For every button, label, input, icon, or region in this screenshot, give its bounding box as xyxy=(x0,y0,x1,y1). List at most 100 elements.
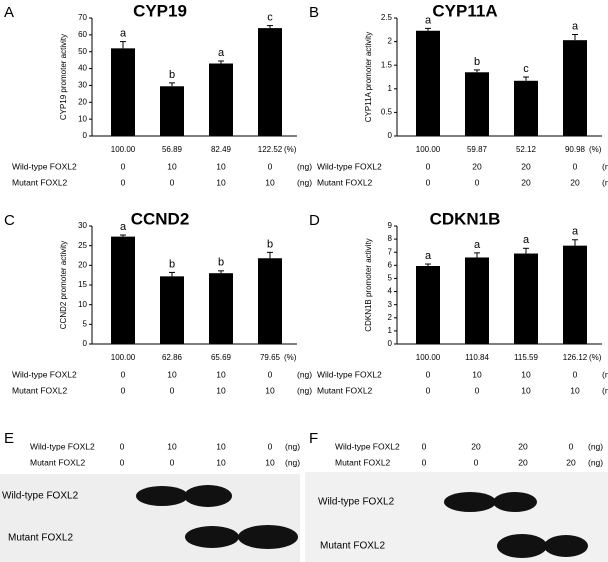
bar xyxy=(160,86,184,136)
condition-amount: 20 xyxy=(521,161,531,171)
y-axis-label: CYP11A promoter activity xyxy=(364,32,373,123)
condition-amount: 20 xyxy=(471,441,481,451)
condition-amount: 20 xyxy=(521,177,531,187)
condition-unit: (ng) xyxy=(285,457,300,467)
condition-name: Mutant FOXL2 xyxy=(317,385,373,395)
condition-amount: 0 xyxy=(475,177,480,187)
significance-letter: a xyxy=(474,239,481,251)
y-tick-label: 0 xyxy=(83,339,88,348)
x-tick-label: 79.65 xyxy=(260,353,281,362)
bar xyxy=(111,48,135,136)
y-tick-label: 70 xyxy=(78,13,87,22)
y-tick-label: 2 xyxy=(388,37,393,46)
panel-label: E xyxy=(4,430,14,447)
bar xyxy=(465,257,489,344)
condition-name: Mutant FOXL2 xyxy=(317,177,373,187)
significance-letter: b xyxy=(267,238,273,250)
panel-label: B xyxy=(309,4,319,21)
y-tick-label: 20 xyxy=(78,97,87,106)
significance-letter: a xyxy=(572,20,579,32)
chart-title: CYP19 xyxy=(133,1,187,20)
significance-letter: a xyxy=(572,226,579,238)
category-unit: (%) xyxy=(284,353,297,362)
significance-letter: c xyxy=(523,63,529,75)
significance-letter: b xyxy=(474,56,480,68)
condition-amount: 0 xyxy=(573,161,578,171)
bar xyxy=(209,273,233,344)
y-tick-label: 5 xyxy=(83,319,88,328)
condition-name: Mutant FOXL2 xyxy=(30,457,86,467)
condition-amount: 20 xyxy=(570,177,580,187)
y-tick-label: 15 xyxy=(78,280,87,289)
bar xyxy=(258,28,282,136)
y-tick-label: 3 xyxy=(388,300,393,309)
y-tick-label: 1.5 xyxy=(381,60,393,69)
condition-unit: (ng) xyxy=(588,441,603,451)
y-tick-label: 6 xyxy=(388,260,393,269)
chart-title: CCND2 xyxy=(131,209,190,228)
blot-band xyxy=(185,526,239,548)
condition-amount: 0 xyxy=(268,161,273,171)
panel-label: F xyxy=(309,430,318,447)
condition-amount: 0 xyxy=(170,457,175,467)
condition-amount: 20 xyxy=(518,457,528,467)
bar xyxy=(160,276,184,344)
y-tick-label: 0.5 xyxy=(381,108,393,117)
panel-label: A xyxy=(4,4,14,21)
y-tick-label: 9 xyxy=(388,221,393,230)
condition-unit: (ng) xyxy=(602,369,608,379)
condition-amount: 10 xyxy=(216,385,226,395)
condition-name: Mutant FOXL2 xyxy=(12,385,68,395)
y-axis-label: CYP19 promoter activity xyxy=(59,34,68,120)
condition-unit: (ng) xyxy=(297,161,312,171)
y-tick-label: 0 xyxy=(388,339,393,348)
x-tick-label: 100.00 xyxy=(111,353,136,362)
bar xyxy=(416,265,440,344)
condition-amount: 10 xyxy=(265,177,275,187)
category-unit: (%) xyxy=(589,145,602,154)
x-tick-label: 115.59 xyxy=(514,353,538,362)
condition-amount: 10 xyxy=(216,457,226,467)
significance-letter: b xyxy=(218,257,224,269)
blot-row-label: Wild-type FOXL2 xyxy=(2,491,79,502)
condition-amount: 0 xyxy=(474,457,479,467)
y-tick-label: 10 xyxy=(78,114,87,123)
condition-amount: 0 xyxy=(121,161,126,171)
blot-band xyxy=(238,525,298,549)
condition-unit: (ng) xyxy=(602,161,608,171)
condition-amount: 0 xyxy=(121,177,126,187)
y-tick-label: 60 xyxy=(78,30,87,39)
y-tick-label: 0 xyxy=(388,131,393,140)
condition-amount: 10 xyxy=(570,385,580,395)
blot-band xyxy=(493,492,537,512)
condition-amount: 10 xyxy=(167,369,177,379)
condition-amount: 10 xyxy=(521,369,531,379)
condition-name: Wild-type FOXL2 xyxy=(317,161,382,171)
significance-letter: a xyxy=(120,221,127,233)
condition-name: Mutant FOXL2 xyxy=(335,457,391,467)
condition-amount: 10 xyxy=(521,385,531,395)
y-tick-label: 10 xyxy=(78,300,87,309)
condition-amount: 20 xyxy=(518,441,528,451)
y-tick-label: 0 xyxy=(83,131,88,140)
bar xyxy=(209,63,233,137)
blot-row-label: Mutant FOXL2 xyxy=(8,533,73,544)
condition-amount: 0 xyxy=(426,385,431,395)
condition-unit: (ng) xyxy=(297,369,312,379)
condition-amount: 10 xyxy=(265,385,275,395)
condition-name: Mutant FOXL2 xyxy=(12,177,68,187)
y-tick-label: 7 xyxy=(388,247,393,256)
condition-amount: 0 xyxy=(426,177,431,187)
significance-letter: a xyxy=(218,47,225,59)
blot-band xyxy=(544,535,588,557)
condition-amount: 0 xyxy=(170,385,175,395)
condition-amount: 0 xyxy=(268,441,273,451)
x-tick-label: 56.89 xyxy=(162,145,183,154)
x-tick-label: 90.98 xyxy=(565,145,586,154)
x-tick-label: 52.12 xyxy=(516,145,537,154)
condition-amount: 0 xyxy=(426,369,431,379)
condition-unit: (ng) xyxy=(297,385,312,395)
panel-label: C xyxy=(4,212,15,229)
blot-band xyxy=(184,485,232,507)
